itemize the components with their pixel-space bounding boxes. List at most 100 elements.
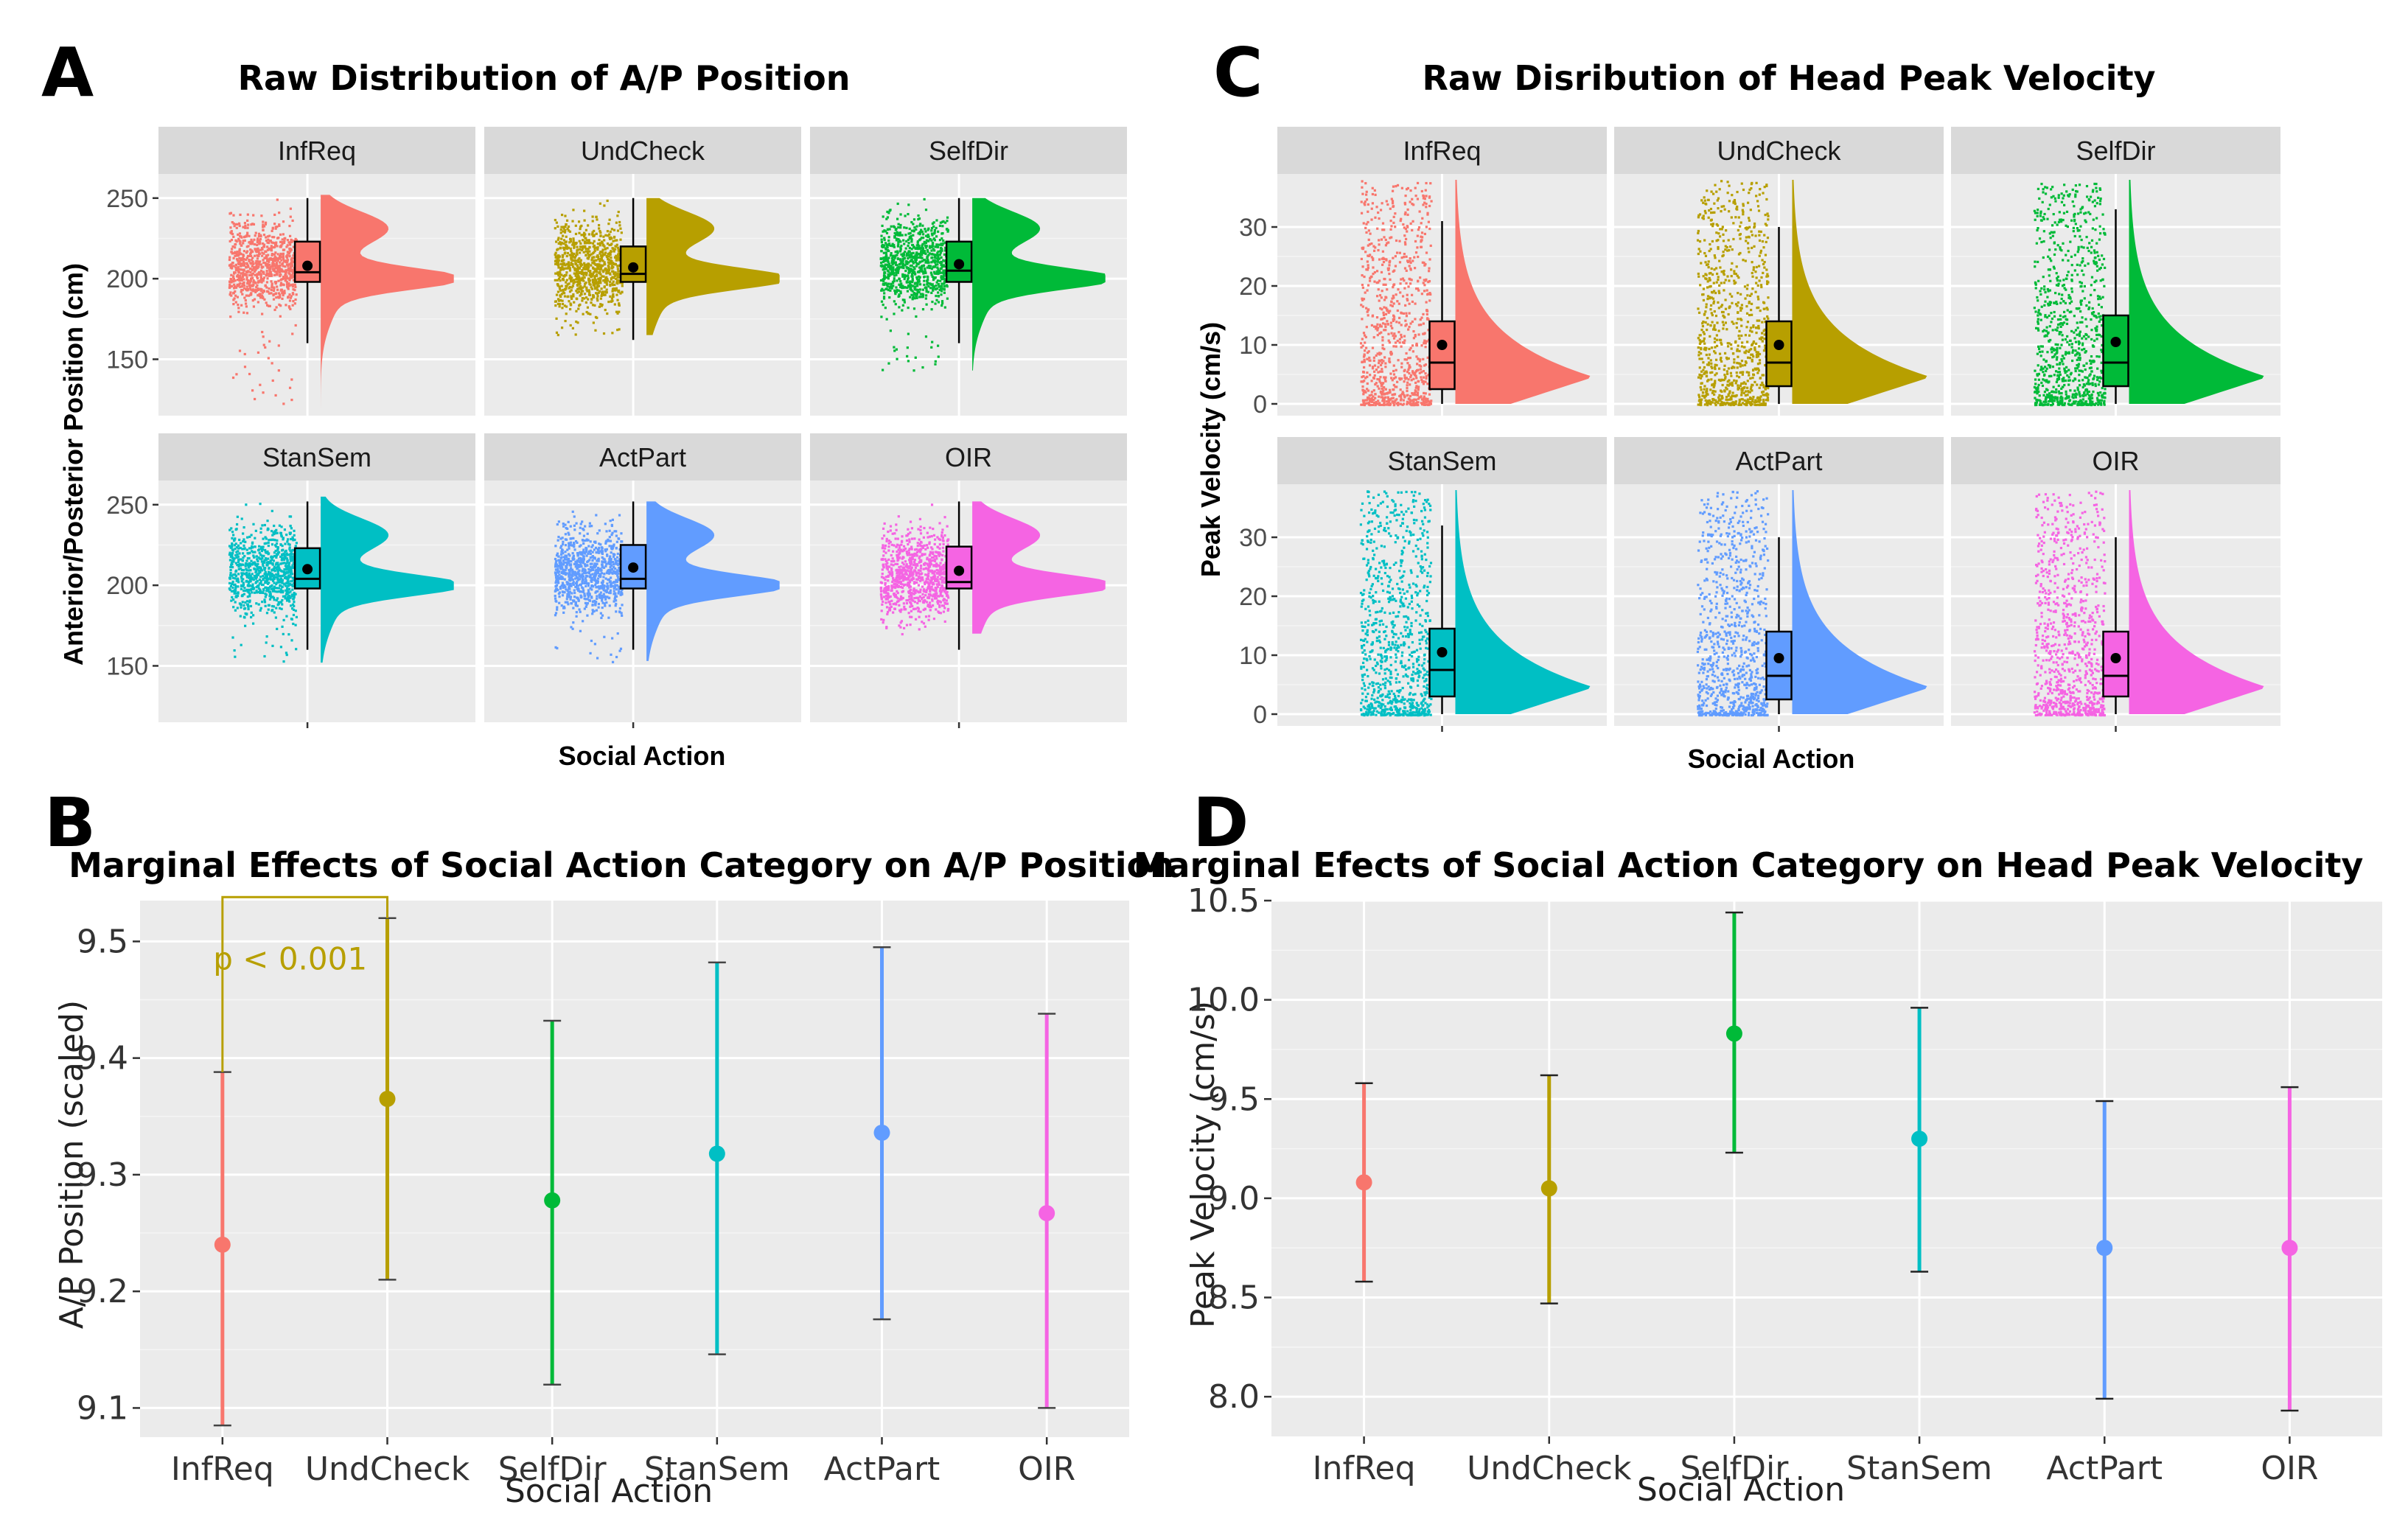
data-point xyxy=(569,595,573,598)
data-point xyxy=(234,537,237,540)
data-point xyxy=(582,251,585,254)
data-point xyxy=(613,276,615,279)
data-point xyxy=(882,545,884,548)
data-point xyxy=(930,229,933,232)
data-point xyxy=(597,569,600,572)
data-point xyxy=(248,576,251,579)
data-point xyxy=(278,567,281,570)
data-point xyxy=(926,546,929,549)
data-point xyxy=(918,217,921,220)
data-point xyxy=(291,270,295,273)
data-point xyxy=(277,551,281,554)
data-point xyxy=(267,254,270,256)
data-point xyxy=(234,569,238,572)
data-point xyxy=(901,234,904,237)
data-point xyxy=(940,278,943,281)
data-point xyxy=(585,286,588,289)
data-point xyxy=(609,589,612,592)
data-point xyxy=(910,275,914,278)
data-point xyxy=(590,264,593,267)
data-point xyxy=(896,217,899,220)
data-point xyxy=(275,296,278,299)
data-point xyxy=(285,557,289,560)
facet-SelfDir: SelfDir xyxy=(810,127,1127,416)
data-point xyxy=(940,256,943,259)
data-point xyxy=(242,284,245,287)
data-point xyxy=(596,577,600,580)
data-point xyxy=(893,544,896,547)
data-point xyxy=(293,595,296,599)
data-point xyxy=(242,584,245,588)
data-point xyxy=(556,608,559,611)
data-point xyxy=(942,610,946,613)
data-point xyxy=(911,280,914,284)
data-point xyxy=(932,276,935,279)
data-point xyxy=(593,557,596,560)
data-point xyxy=(943,287,946,290)
data-point xyxy=(607,255,610,258)
data-point xyxy=(596,285,599,288)
data-point xyxy=(251,546,254,549)
data-point xyxy=(246,282,249,285)
data-point xyxy=(252,305,256,308)
data-point xyxy=(237,547,240,550)
data-point xyxy=(607,586,610,590)
data-point xyxy=(270,280,273,283)
data-point xyxy=(240,304,243,307)
data-point xyxy=(565,279,568,282)
data-point xyxy=(289,274,292,277)
data-point xyxy=(589,556,592,559)
data-point xyxy=(554,612,558,615)
data-point xyxy=(884,282,887,285)
data-point xyxy=(272,577,275,580)
data-point xyxy=(276,531,279,534)
data-point xyxy=(285,571,287,575)
data-point xyxy=(587,233,591,236)
data-point xyxy=(565,254,568,258)
data-point xyxy=(595,269,598,272)
data-point xyxy=(616,276,619,279)
data-point xyxy=(590,287,594,290)
data-point xyxy=(582,234,585,237)
jitter-points xyxy=(879,503,950,636)
data-point xyxy=(587,240,590,242)
data-point xyxy=(892,266,895,269)
data-point xyxy=(879,590,883,593)
data-point xyxy=(282,283,285,287)
data-point xyxy=(291,603,295,606)
data-point xyxy=(912,229,915,232)
data-point xyxy=(230,230,233,233)
data-point xyxy=(259,588,262,591)
data-point xyxy=(618,290,621,293)
data-point xyxy=(268,567,271,570)
data-point xyxy=(283,240,286,242)
data-point xyxy=(618,302,621,305)
data-point xyxy=(943,279,946,282)
data-point xyxy=(242,569,245,572)
data-point xyxy=(248,258,251,262)
data-point xyxy=(565,281,568,284)
data-point xyxy=(615,602,618,606)
data-point xyxy=(556,579,559,582)
data-point xyxy=(592,271,596,274)
data-point xyxy=(567,261,570,264)
data-point xyxy=(577,579,580,581)
data-point xyxy=(575,272,578,276)
data-point xyxy=(238,268,241,270)
data-point xyxy=(232,583,236,587)
data-point xyxy=(929,609,932,612)
data-point xyxy=(238,349,242,352)
data-point xyxy=(894,254,897,257)
data-point xyxy=(250,577,253,580)
data-point xyxy=(245,576,249,579)
data-point xyxy=(880,249,883,253)
data-point xyxy=(939,251,943,254)
data-point xyxy=(251,284,254,287)
data-point xyxy=(234,586,237,590)
data-point xyxy=(926,250,929,254)
data-point xyxy=(565,219,569,222)
data-point xyxy=(583,235,586,238)
data-point xyxy=(584,601,587,604)
data-point xyxy=(241,593,244,597)
data-point xyxy=(556,552,559,555)
